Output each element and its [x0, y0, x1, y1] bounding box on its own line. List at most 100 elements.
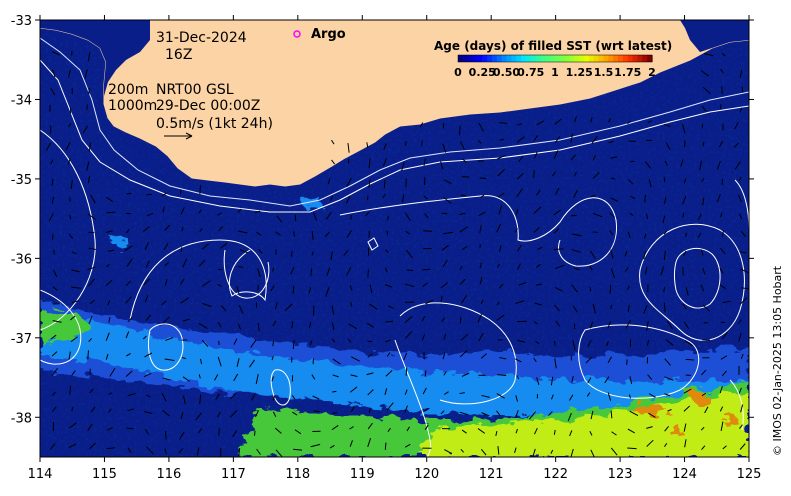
colorbar-segment: [589, 55, 594, 62]
current-vector: [388, 216, 389, 221]
x-tick-label: 122: [543, 467, 568, 482]
current-vector: [571, 215, 577, 216]
colorbar-tick-label: 0.25: [469, 66, 496, 79]
colorbar-segment: [531, 55, 536, 62]
y-tick-label: -36: [11, 252, 32, 267]
current-vector: [258, 285, 259, 291]
colorbar-segment: [492, 55, 497, 62]
colorbar-segment: [473, 55, 478, 62]
colorbar-segment: [511, 55, 516, 62]
colorbar-segment: [550, 55, 555, 62]
x-tick-label: 120: [414, 467, 439, 482]
current-vector: [385, 443, 386, 450]
vector-scale-label: 0.5m/s (1kt 24h): [156, 116, 273, 132]
colorbar-segment: [477, 55, 482, 62]
current-vector: [721, 322, 725, 323]
colorbar-segment: [560, 55, 565, 62]
colorbar-segment: [482, 55, 487, 62]
isobath-1000m-label: 1000m: [108, 98, 157, 114]
current-vector: [423, 231, 432, 232]
current-vector: [88, 350, 89, 359]
colorbar-segment: [637, 55, 642, 62]
colorbar-tick-label: 1.75: [614, 66, 641, 79]
colorbar-tick-label: 1.5: [594, 66, 614, 79]
current-vector: [460, 317, 461, 323]
current-vector: [664, 177, 665, 182]
current-vector: [591, 196, 596, 197]
x-tick-label: 123: [608, 467, 633, 482]
current-vector: [611, 411, 612, 419]
colorbar-segment: [526, 55, 531, 62]
product-time-label: 29-Dec 00:00Z: [156, 98, 260, 114]
colorbar-tick-label: 0.75: [517, 66, 544, 79]
colorbar-segment: [468, 55, 473, 62]
colorbar-segment: [642, 55, 647, 62]
current-vector: [127, 428, 134, 429]
y-tick-label: -37: [11, 332, 32, 347]
colorbar-segment: [536, 55, 541, 62]
x-tick-label: 117: [221, 467, 246, 482]
colorbar-segment: [497, 55, 502, 62]
x-tick-label: 124: [672, 467, 697, 482]
colorbar-segment: [579, 55, 584, 62]
colorbar-segment: [502, 55, 507, 62]
current-vector: [387, 231, 388, 235]
colorbar-tick-label: 1.25: [566, 66, 593, 79]
colorbar-segment: [463, 55, 468, 62]
colorbar-segment: [604, 55, 609, 62]
current-vector: [406, 367, 407, 375]
current-vector: [627, 359, 628, 365]
colorbar-tick-label: 1: [551, 66, 559, 79]
colorbar-segment: [594, 55, 599, 62]
colorbar-segment: [618, 55, 623, 62]
current-vector: [146, 194, 152, 195]
current-vector: [610, 285, 611, 294]
colorbar-segment: [599, 55, 604, 62]
colorbar-segment: [540, 55, 545, 62]
current-vector: [219, 428, 220, 436]
current-vector: [332, 391, 336, 392]
current-vector: [407, 270, 414, 271]
current-vector: [422, 269, 430, 270]
x-tick-label: 116: [156, 467, 181, 482]
current-vector: [368, 269, 369, 277]
colorbar-segment: [458, 55, 463, 62]
colorbar-segment: [570, 55, 575, 62]
current-vector: [554, 249, 564, 250]
x-tick-label: 125: [737, 467, 762, 482]
colorbar-segment: [516, 55, 521, 62]
x-tick-label: 118: [285, 467, 310, 482]
colorbar-segment: [555, 55, 560, 62]
y-tick-label: -38: [11, 411, 32, 426]
date-label: 31-Dec-2024: [156, 30, 247, 46]
colorbar-segment: [545, 55, 550, 62]
current-vector: [425, 370, 426, 376]
x-tick-label: 114: [28, 467, 53, 482]
current-vector: [664, 303, 665, 312]
copyright-text: © IMOS 02-Jan-2025 13:05 Hobart: [771, 266, 784, 456]
argo-label: Argo: [311, 27, 346, 42]
colorbar-segment: [623, 55, 628, 62]
x-tick-label: 121: [479, 467, 504, 482]
current-vector: [534, 170, 535, 177]
colorbar-segment: [608, 55, 613, 62]
y-tick-label: -34: [11, 93, 32, 108]
hour-label: 16Z: [165, 47, 192, 63]
y-tick-label: -33: [11, 14, 32, 29]
y-tick-label: -35: [11, 173, 32, 188]
isobath-200m-label: 200m: [108, 82, 148, 98]
colorbar-segment: [633, 55, 638, 62]
colorbar-segment: [507, 55, 512, 62]
colorbar-segment: [628, 55, 633, 62]
current-vector: [254, 431, 255, 436]
x-tick-label: 119: [350, 467, 375, 482]
current-vector: [53, 234, 54, 240]
colorbar-segment: [565, 55, 570, 62]
current-vector: [87, 104, 88, 110]
colorbar-tick-label: 2: [648, 66, 656, 79]
current-vector: [686, 359, 695, 360]
current-vector: [369, 231, 370, 238]
